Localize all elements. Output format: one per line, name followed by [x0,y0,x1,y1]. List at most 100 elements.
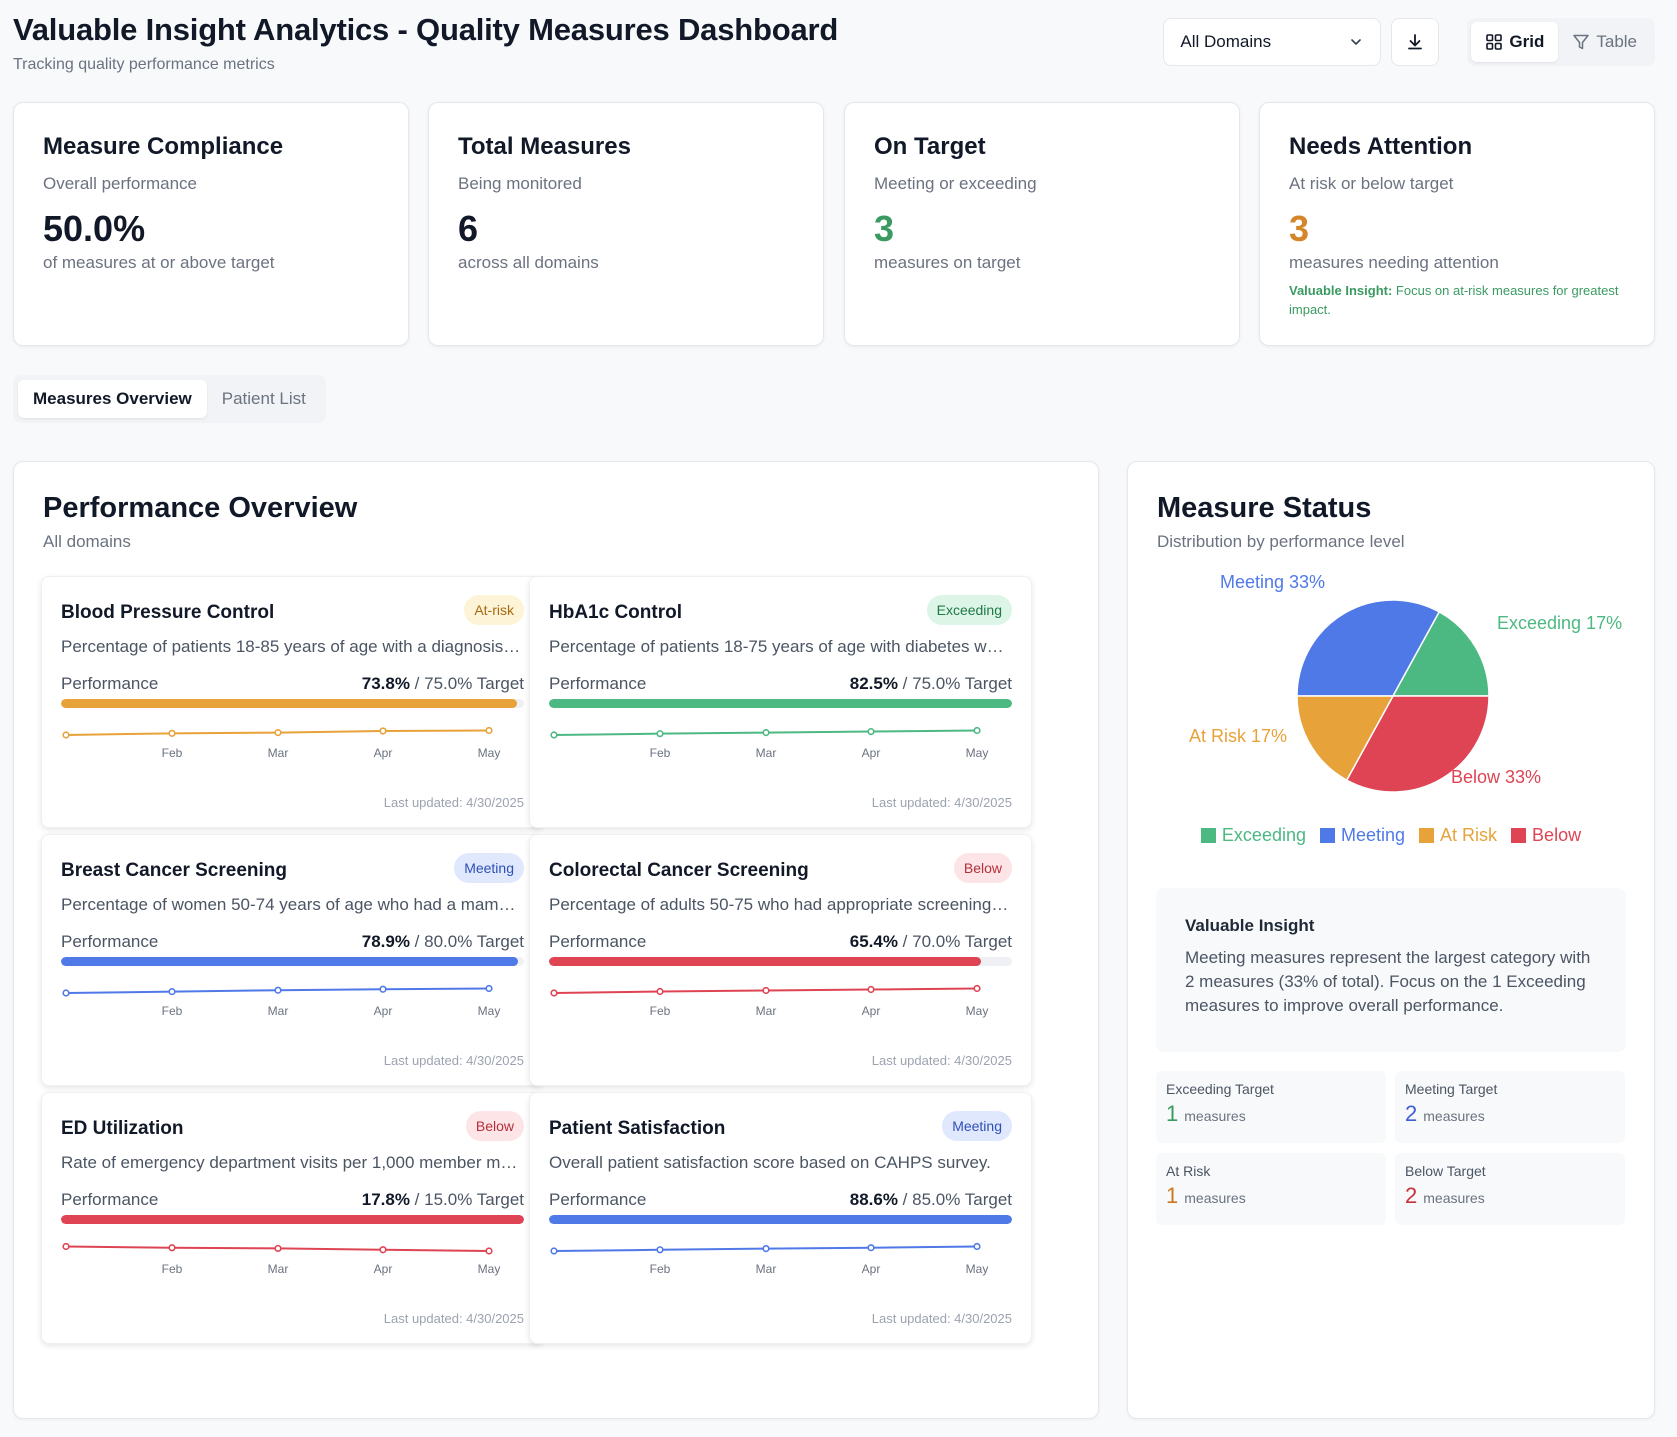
trend-point[interactable] [62,1242,70,1251]
status-badge: Meeting [454,853,524,883]
target-value: 75.0% [424,674,473,693]
measure-card[interactable]: Patient Satisfaction Meeting Overall patie… [529,1092,1032,1344]
trend-point[interactable] [168,1244,176,1252]
trend-point[interactable] [973,1242,981,1251]
measure-card[interactable]: ED Utilization Below Rate of emergency dep… [41,1092,544,1344]
tab-patient-list[interactable]: Patient List [221,389,306,408]
kpi-subtitle: Overall performance [43,174,198,193]
pie-legend: Exceeding Meeting At Risk Below [1128,825,1654,846]
month-tick-label: May [966,1262,989,1276]
kpi-insight-label: Valuable Insight: [1289,283,1393,298]
month-tick-label: Apr [374,1004,393,1018]
performance-value: 78.9% [361,932,410,951]
trend-point[interactable] [656,730,664,738]
measure-card[interactable]: HbA1c Control Exceeding Percentage of pati… [529,576,1032,828]
kpi-title: On Target [874,133,986,160]
trend-point[interactable] [62,731,70,739]
legend-swatch [1511,828,1527,843]
trend-point[interactable] [867,985,875,994]
trend-point[interactable] [550,989,558,997]
trend-point[interactable] [379,985,387,993]
legend-item-at-risk[interactable]: At Risk [1419,825,1497,846]
trend-point[interactable] [379,1246,387,1254]
download-button[interactable] [1391,18,1440,66]
legend-swatch [1319,828,1335,843]
status-badge: At-risk [464,595,524,625]
trend-point[interactable] [485,726,493,735]
stat-label: Meeting Target [1405,1081,1498,1097]
trend-point[interactable] [762,729,770,737]
tab-measures-overview[interactable]: Measures Overview [18,380,207,418]
table-view-button[interactable]: Table [1558,22,1651,62]
trend-point[interactable] [867,727,875,736]
trend-point[interactable] [485,984,493,993]
legend-item-exceeding[interactable]: Exceeding [1200,825,1306,846]
trend-point[interactable] [274,729,282,737]
legend-label: Exceeding [1221,825,1306,845]
trend-point[interactable] [762,986,770,995]
kpi-subtitle: Meeting or exceeding [874,174,1037,193]
pie-slice-below[interactable] [1345,695,1490,793]
trend-point[interactable] [762,1244,770,1253]
month-tick-label: May [478,746,501,760]
pie-slice-exceeding[interactable] [1391,610,1490,697]
last-updated: Last updated: 4/30/2025 [871,1053,1012,1068]
table-view-label: Table [1596,32,1637,51]
measure-title: Patient Satisfaction [549,1118,726,1139]
measure-description: Percentage of adults 50-75 who had appro… [549,895,1012,914]
kpi-description: across all domains [458,253,599,272]
measure-title: HbA1c Control [549,602,682,623]
performance-overview-panel: Performance Overview All domains Blood P… [13,461,1099,1419]
measure-card[interactable]: Colorectal Cancer Screening Below Percenta… [529,834,1032,1086]
month-tick-label: Feb [162,1262,183,1276]
trend-point[interactable] [379,727,387,735]
performance-row: Performance 78.9% / 80.0% Target [61,932,524,952]
target-value: 85.0% [912,1190,961,1209]
status-pie-chart: Meeting 33% Exceeding 17% At Risk 17% Be… [1128,572,1656,842]
trend-sparkline: Feb Mar Apr May [550,1242,989,1276]
progress-fill [549,1215,1012,1224]
pie-slice-meeting[interactable] [1296,599,1441,697]
grid-view-button[interactable]: Grid [1471,22,1559,62]
trend-point[interactable] [168,988,176,996]
trend-point[interactable] [867,1244,875,1252]
measure-card[interactable]: Breast Cancer Screening Meeting Percentage… [41,834,544,1086]
stat-label: At Risk [1166,1163,1211,1179]
progress-track [549,957,1012,966]
performance-label: Performance [549,674,647,693]
measure-status-panel: Measure Status Distribution by performan… [1127,461,1655,1419]
performance-value: 17.8% [361,1190,410,1209]
target-value: 75.0% [912,674,961,693]
trend-point[interactable] [62,989,70,997]
trend-point[interactable] [973,984,981,993]
trend-point[interactable] [168,729,176,737]
stat-unit: measures [1184,1108,1246,1124]
pie-label-meeting: Meeting 33% [1220,572,1326,592]
trend-point[interactable] [274,1244,282,1253]
trend-point[interactable] [550,731,558,739]
month-tick-label: May [966,1004,989,1018]
legend-item-meeting[interactable]: Meeting [1319,825,1405,846]
page-title: Valuable Insight Analytics - Quality Mea… [13,12,839,47]
trend-point[interactable] [656,1246,664,1254]
trend-point[interactable] [550,1247,558,1255]
trend-point[interactable] [485,1247,493,1255]
header-controls: All Domains Grid Table [1163,18,1655,66]
legend-item-below[interactable]: Below [1511,825,1581,846]
kpi-description: of measures at or above target [43,253,275,272]
measure-card[interactable]: Blood Pressure Control At-risk Percentage … [41,576,544,828]
performance-label: Performance [61,674,159,693]
pie-label-exceeding: Exceeding 17% [1497,613,1623,633]
domain-select[interactable]: All Domains [1163,18,1382,66]
status-badge: Exceeding [926,595,1012,625]
measure-title: ED Utilization [61,1118,184,1139]
panel-subtitle: All domains [43,532,131,551]
trend-point[interactable] [656,987,664,996]
performance-row: Performance 65.4% / 70.0% Target [549,932,1012,952]
performance-values: 65.4% / 70.0% Target [849,932,1012,951]
trend-point[interactable] [274,986,282,994]
progress-track [61,957,524,966]
progress-fill [61,699,517,708]
pie-slice-at-risk[interactable] [1296,695,1395,782]
trend-point[interactable] [973,726,981,735]
